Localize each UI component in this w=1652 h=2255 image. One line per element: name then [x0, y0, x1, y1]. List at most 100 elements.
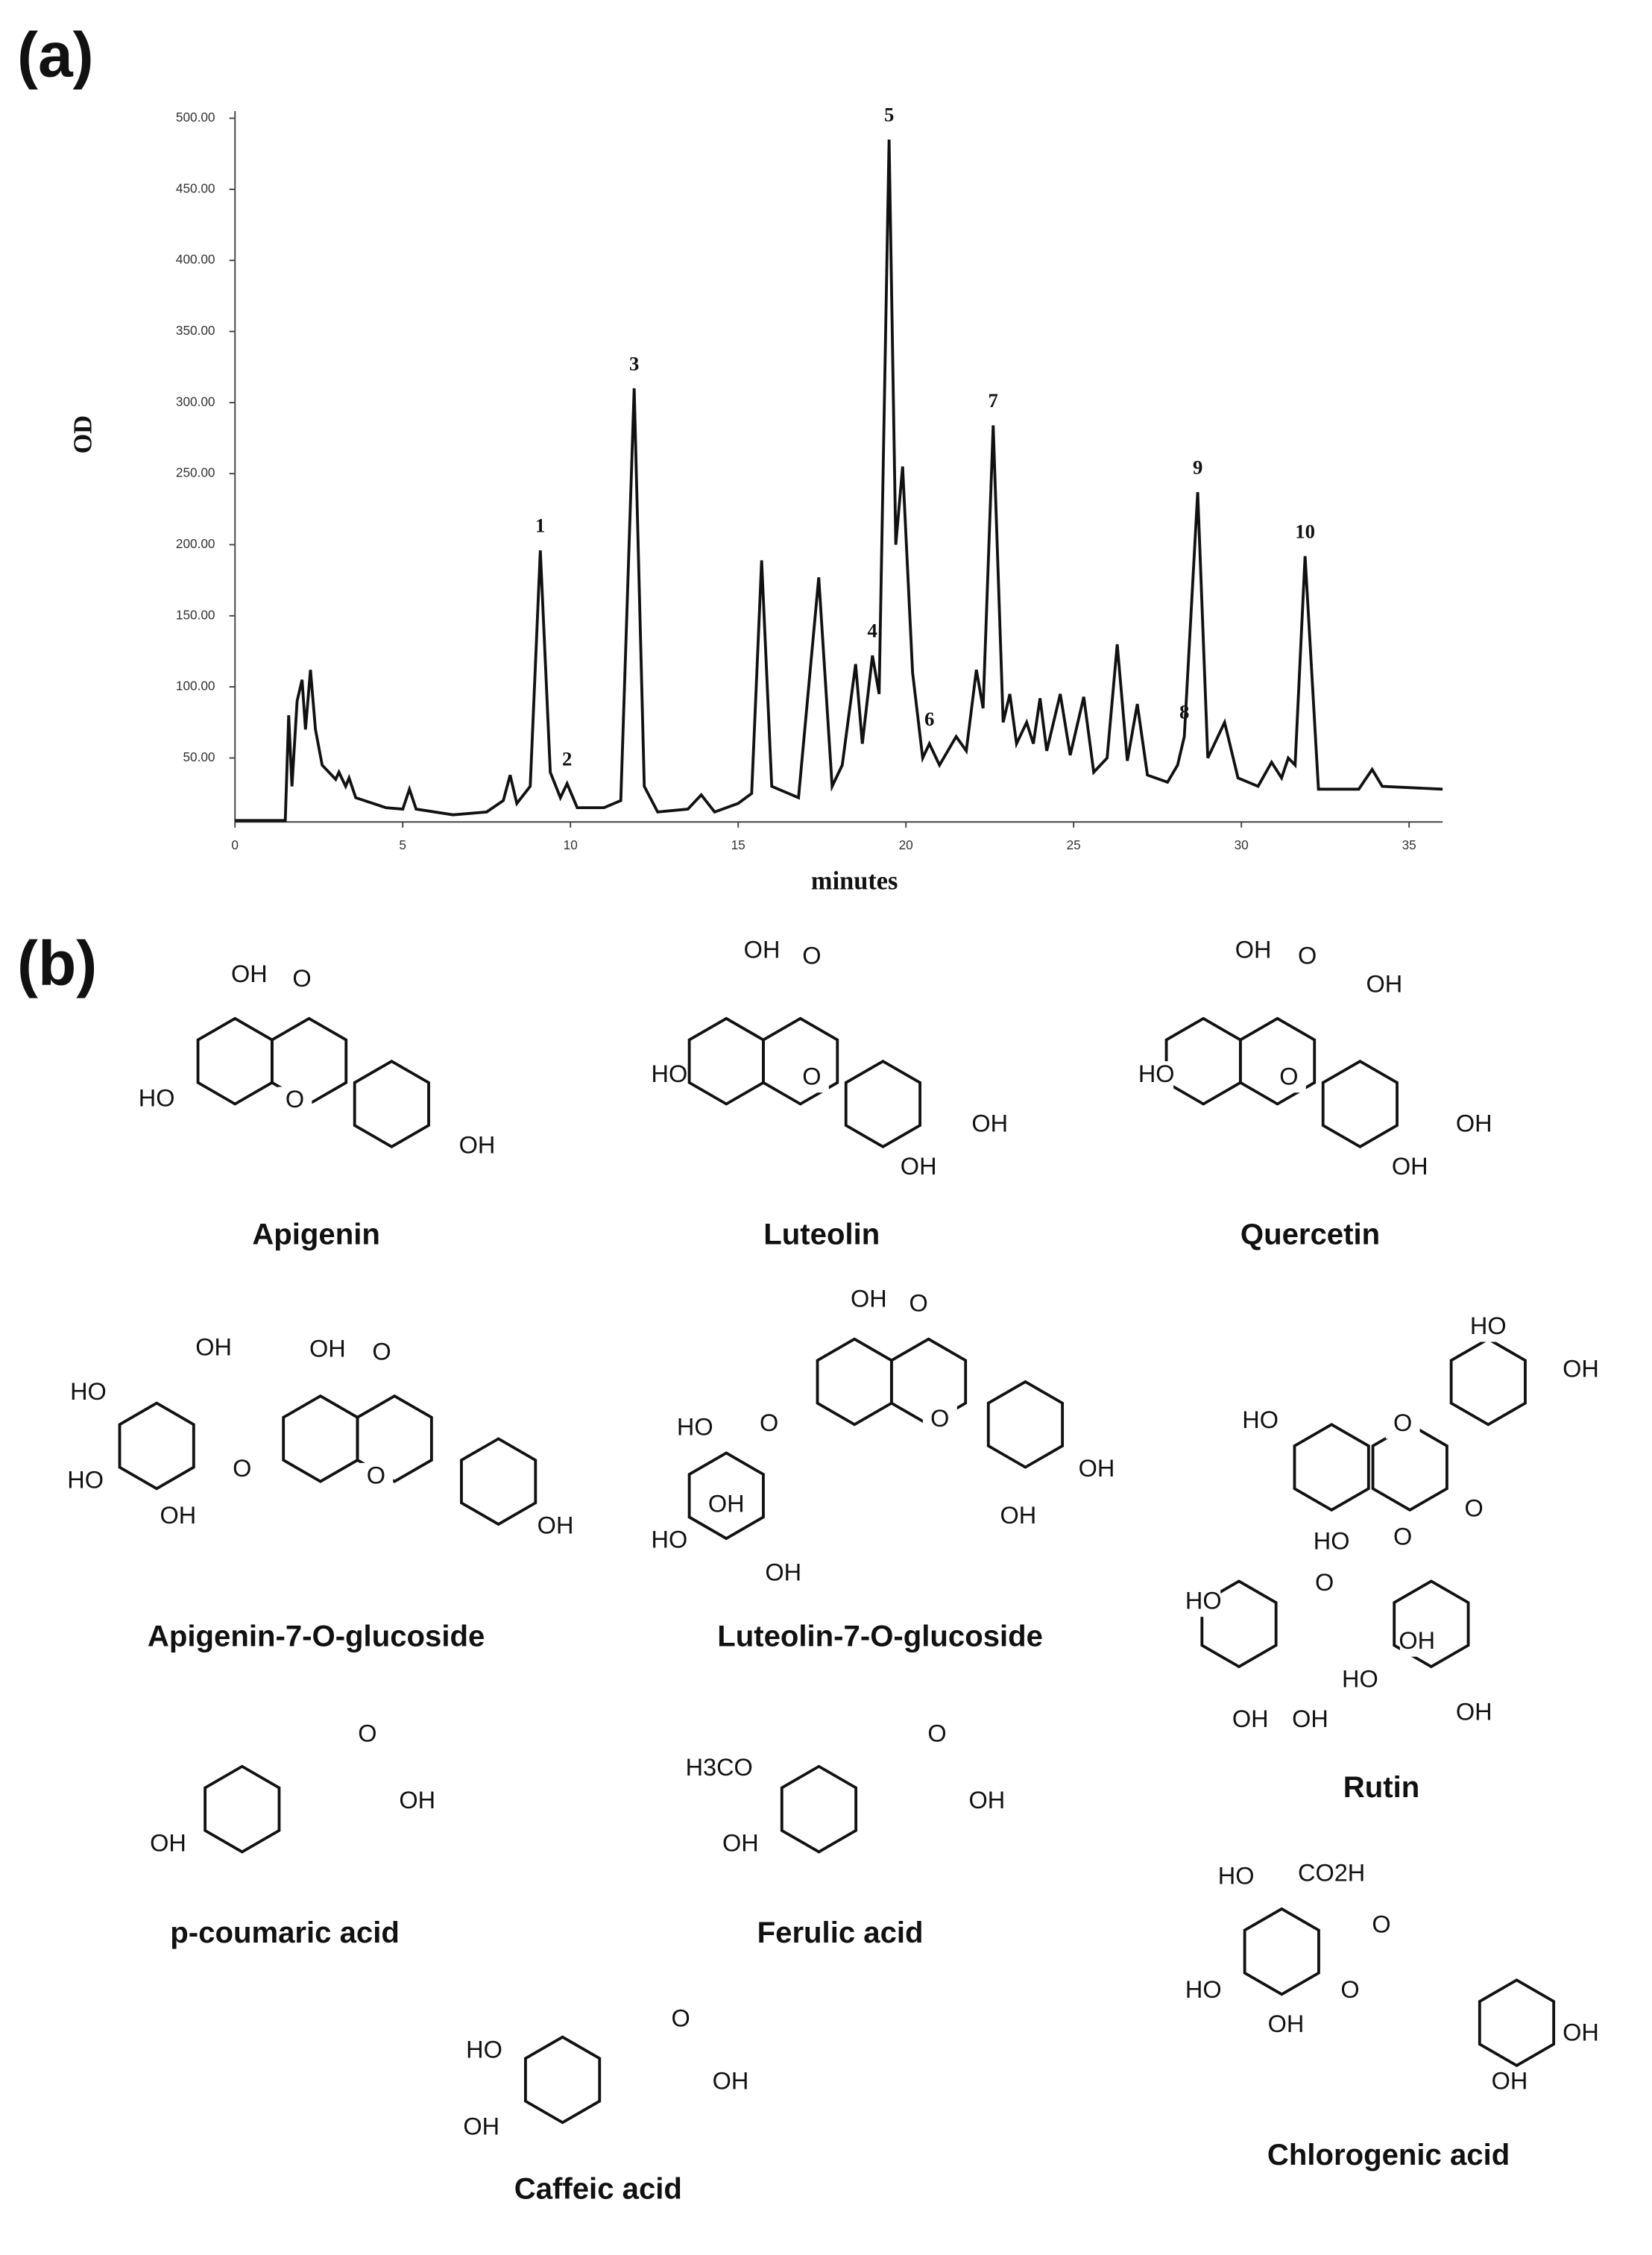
atom-label: OH	[1232, 1705, 1269, 1732]
atom-label: HO	[677, 1414, 713, 1441]
ring	[353, 1059, 430, 1148]
atom-bg	[1293, 1706, 1328, 1735]
atom-bg	[1457, 1111, 1492, 1140]
atom-bg	[901, 1154, 936, 1183]
atom-bg	[652, 1061, 687, 1090]
atom-bg	[71, 1379, 106, 1408]
atom-label: O	[672, 2004, 690, 2031]
atom-bg	[1186, 1977, 1221, 2006]
atom-label: OH	[1000, 1502, 1037, 1529]
atom-bg	[1385, 1524, 1420, 1553]
atom-bg	[1492, 2068, 1527, 2097]
peak-label: 2	[562, 747, 572, 770]
compound-name: Luteolin	[763, 1218, 880, 1251]
atom-label: OH	[969, 1787, 1006, 1814]
compound-name: p-coumaric acid	[170, 1916, 400, 1949]
ring	[844, 1059, 921, 1148]
atom-label: OH	[1292, 1705, 1328, 1732]
ring	[1371, 1423, 1448, 1512]
peak-label: 9	[1193, 456, 1202, 479]
compound-name: Chlorogenic acid	[1267, 2139, 1510, 2171]
atom-bg	[1471, 1313, 1506, 1342]
atom-label: OH	[1235, 937, 1272, 963]
atom-label: HO	[70, 1378, 107, 1405]
atom-bg	[1385, 1410, 1420, 1439]
atom-label: OH	[1563, 2019, 1599, 2045]
atom-bg	[160, 1503, 195, 1532]
ring	[282, 1394, 359, 1483]
atom-bg	[1563, 1356, 1598, 1385]
atom-label: OH	[744, 937, 781, 963]
atom-label: OH	[463, 2113, 499, 2140]
atom-label: HO	[1342, 1666, 1378, 1693]
ring	[986, 1380, 1065, 1469]
atom-bg	[751, 1410, 786, 1439]
atom-bg	[400, 1787, 435, 1817]
atom-label: OH	[971, 1110, 1008, 1137]
atom-label: OH	[399, 1787, 435, 1814]
atom-bg	[920, 1720, 954, 1749]
atom-label: HO	[466, 2036, 502, 2063]
atom-bg	[1563, 2019, 1598, 2049]
ring	[460, 1437, 537, 1526]
atom-label: HO	[1138, 1060, 1175, 1087]
atom-bg	[1219, 1863, 1254, 1892]
atom-label: HO	[1314, 1527, 1350, 1554]
y-tick-label: 200.00	[176, 536, 215, 551]
atom-label: O	[1372, 1910, 1390, 1937]
compound-name: Luteolin-7-O-glucoside	[717, 1620, 1043, 1652]
atom-label: CO2H	[1298, 1860, 1365, 1887]
peak-label: 5	[884, 104, 894, 126]
y-tick-label: 150.00	[176, 607, 215, 622]
atom-label: O	[909, 1289, 928, 1316]
atom-bg	[277, 1086, 312, 1116]
atom-label: O	[1465, 1494, 1484, 1521]
atom-bg	[1333, 1977, 1367, 2006]
atom-bg	[1243, 1407, 1278, 1436]
atom-bg	[766, 1559, 801, 1588]
atom-label: HO	[652, 1526, 688, 1553]
ring	[1393, 1579, 1470, 1669]
atom-bg	[709, 1491, 744, 1520]
atom-bg	[467, 2037, 502, 2066]
compound-name: Ferulic acid	[757, 1916, 924, 1949]
atom-bg	[702, 1755, 737, 1784]
part-label: (a)	[17, 19, 94, 89]
x-tick-label: 30	[1235, 837, 1249, 852]
atom-label: OH	[231, 960, 268, 987]
atom-bg	[1236, 937, 1271, 966]
x-tick-label: 5	[399, 837, 406, 852]
atom-label: HO	[1185, 1976, 1222, 2003]
y-tick-label: 350.00	[176, 323, 215, 338]
atom-bg	[1399, 1628, 1434, 1657]
atom-label: HO	[1218, 1862, 1255, 1889]
atom-label: OH	[722, 1829, 759, 1856]
atom-label: O	[292, 965, 311, 992]
ring	[1243, 1907, 1320, 1996]
atom-label: O	[1340, 1976, 1359, 2003]
atom-bg	[663, 2005, 699, 2034]
atom-bg	[1271, 1063, 1306, 1093]
atom-label: OH	[1399, 1627, 1435, 1654]
atom-label: OH	[1563, 1355, 1599, 1382]
atom-label: O	[372, 1338, 391, 1365]
atom-label: OH	[1392, 1153, 1428, 1180]
atom-bg	[922, 1406, 957, 1435]
atom-label: OH	[160, 1502, 196, 1529]
atom-bg	[794, 943, 829, 972]
ring	[1293, 1423, 1370, 1512]
atom-bg	[1393, 1154, 1428, 1183]
atom-label: O	[1393, 1523, 1412, 1550]
ring	[1164, 1016, 1242, 1106]
ring	[1478, 1978, 1556, 2068]
x-tick-label: 20	[899, 837, 913, 852]
compound-name: Quercetin	[1240, 1218, 1380, 1251]
peak-label: 1	[535, 515, 545, 537]
atom-label: O	[1315, 1569, 1334, 1596]
atom-bg	[1000, 1503, 1035, 1532]
atom-label: OH	[1079, 1455, 1115, 1482]
ring	[1321, 1059, 1399, 1148]
atom-label: O	[927, 1720, 946, 1746]
atom-label: OH	[713, 2067, 749, 2094]
